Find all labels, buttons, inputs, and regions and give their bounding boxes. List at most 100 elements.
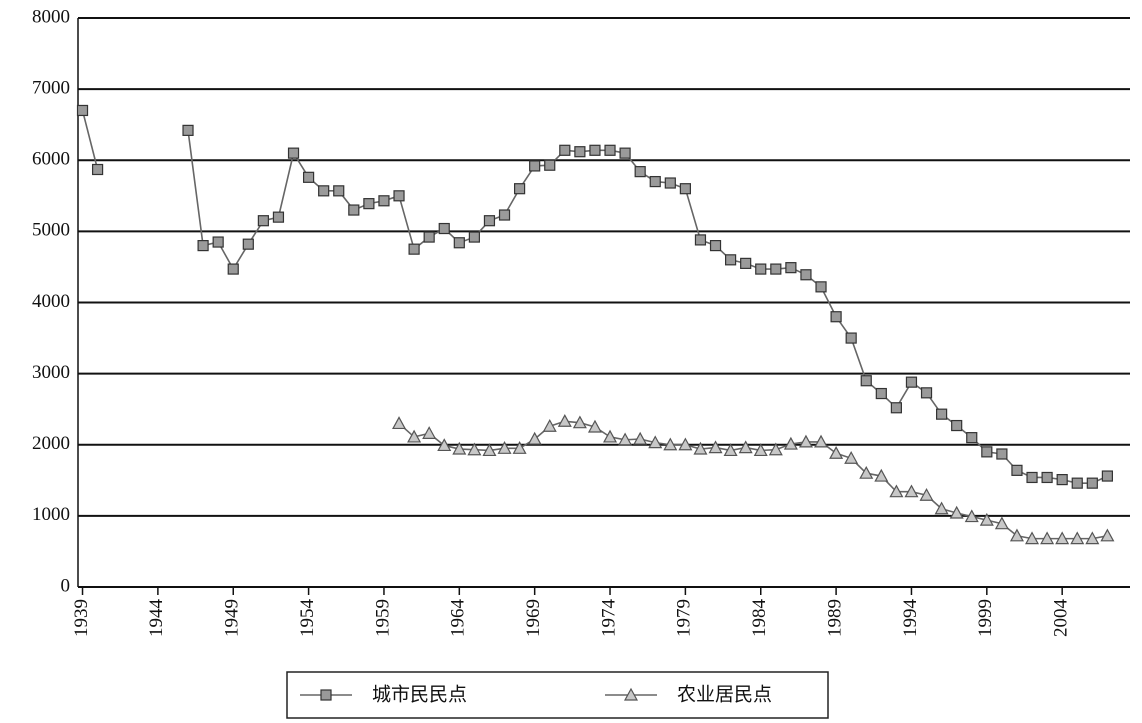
legend-box bbox=[286, 671, 829, 719]
data-point bbox=[498, 209, 511, 221]
data-point bbox=[513, 183, 526, 195]
data-point bbox=[723, 443, 738, 457]
data-point bbox=[648, 435, 663, 449]
data-point bbox=[272, 211, 285, 223]
data-point bbox=[649, 175, 661, 188]
x-tick-label: 1954 bbox=[297, 599, 318, 638]
data-point bbox=[302, 171, 315, 183]
data-point bbox=[755, 263, 767, 275]
x-tick-label: 2004 bbox=[1051, 599, 1072, 638]
x-tick-label: 1974 bbox=[598, 599, 619, 638]
data-point bbox=[785, 262, 797, 274]
data-point bbox=[783, 436, 798, 450]
data-point bbox=[482, 443, 497, 457]
data-point bbox=[981, 446, 993, 458]
data-point bbox=[257, 215, 269, 227]
data-point bbox=[1100, 528, 1115, 542]
data-point bbox=[905, 376, 918, 388]
data-point bbox=[845, 332, 857, 344]
data-point bbox=[1056, 474, 1068, 486]
x-tick-label: 1944 bbox=[146, 599, 167, 638]
data-point bbox=[559, 144, 571, 156]
data-point bbox=[830, 311, 842, 323]
data-point bbox=[814, 434, 829, 448]
data-point bbox=[363, 198, 375, 210]
data-point bbox=[738, 440, 753, 454]
data-point bbox=[197, 240, 209, 252]
data-point bbox=[1040, 531, 1055, 545]
y-tick-label: 0 bbox=[61, 575, 71, 596]
data-point bbox=[1025, 531, 1040, 545]
y-tick-label: 2000 bbox=[32, 433, 70, 454]
y-tick-label: 7000 bbox=[32, 77, 70, 98]
data-point bbox=[920, 387, 933, 399]
data-point bbox=[1009, 528, 1024, 542]
data-point bbox=[497, 441, 512, 454]
data-point bbox=[212, 236, 224, 248]
data-point bbox=[618, 432, 633, 446]
data-point bbox=[874, 468, 889, 482]
data-point bbox=[468, 231, 480, 243]
y-tick-label: 1000 bbox=[32, 504, 70, 525]
legend-marker bbox=[320, 689, 332, 701]
x-tick-label: 1984 bbox=[749, 599, 770, 638]
data-point bbox=[348, 204, 360, 216]
data-point bbox=[1085, 531, 1100, 545]
x-tick-label: 1994 bbox=[900, 599, 921, 638]
data-point bbox=[634, 166, 646, 178]
data-point bbox=[467, 442, 482, 456]
data-point bbox=[452, 441, 467, 455]
x-tick-label: 1989 bbox=[824, 599, 845, 637]
data-point bbox=[1071, 477, 1083, 489]
data-point bbox=[544, 159, 556, 171]
data-point bbox=[1070, 531, 1085, 545]
data-point bbox=[951, 419, 963, 432]
data-point bbox=[966, 432, 978, 444]
data-point bbox=[529, 160, 541, 172]
data-point bbox=[859, 465, 874, 479]
data-point bbox=[438, 222, 450, 235]
data-point bbox=[572, 415, 587, 429]
data-point bbox=[527, 431, 542, 445]
data-point bbox=[829, 446, 844, 459]
data-point bbox=[994, 516, 1009, 530]
data-point bbox=[619, 147, 631, 159]
data-point bbox=[1041, 471, 1053, 484]
data-point bbox=[889, 484, 904, 498]
y-tick-label: 8000 bbox=[32, 6, 70, 27]
data-point bbox=[740, 257, 752, 269]
data-point bbox=[964, 509, 979, 523]
legend-marker bbox=[623, 687, 639, 701]
data-point bbox=[936, 408, 948, 420]
x-tick-label: 1969 bbox=[523, 599, 544, 637]
data-point bbox=[663, 437, 678, 451]
data-point bbox=[815, 281, 827, 293]
y-tick-label: 5000 bbox=[32, 220, 70, 241]
data-point bbox=[437, 438, 452, 452]
data-point bbox=[557, 414, 572, 427]
series-line bbox=[81, 110, 99, 170]
data-point bbox=[904, 484, 919, 498]
data-point bbox=[318, 185, 330, 197]
data-point bbox=[768, 442, 783, 456]
data-point bbox=[1101, 470, 1113, 482]
data-point bbox=[979, 512, 994, 526]
data-point bbox=[996, 448, 1008, 460]
data-point bbox=[512, 441, 527, 454]
data-point bbox=[770, 263, 782, 275]
x-tick-label: 1949 bbox=[222, 599, 243, 637]
data-point bbox=[919, 487, 934, 501]
data-point bbox=[378, 195, 390, 207]
data-point bbox=[798, 434, 813, 448]
data-point bbox=[392, 416, 407, 430]
data-point bbox=[753, 443, 768, 457]
x-tick-label: 1959 bbox=[372, 599, 393, 637]
data-point bbox=[483, 215, 496, 227]
data-point bbox=[603, 429, 618, 443]
data-point bbox=[574, 146, 586, 158]
y-tick-label: 6000 bbox=[32, 149, 70, 170]
data-point bbox=[875, 387, 887, 400]
data-point bbox=[422, 426, 437, 439]
data-point bbox=[333, 185, 345, 197]
